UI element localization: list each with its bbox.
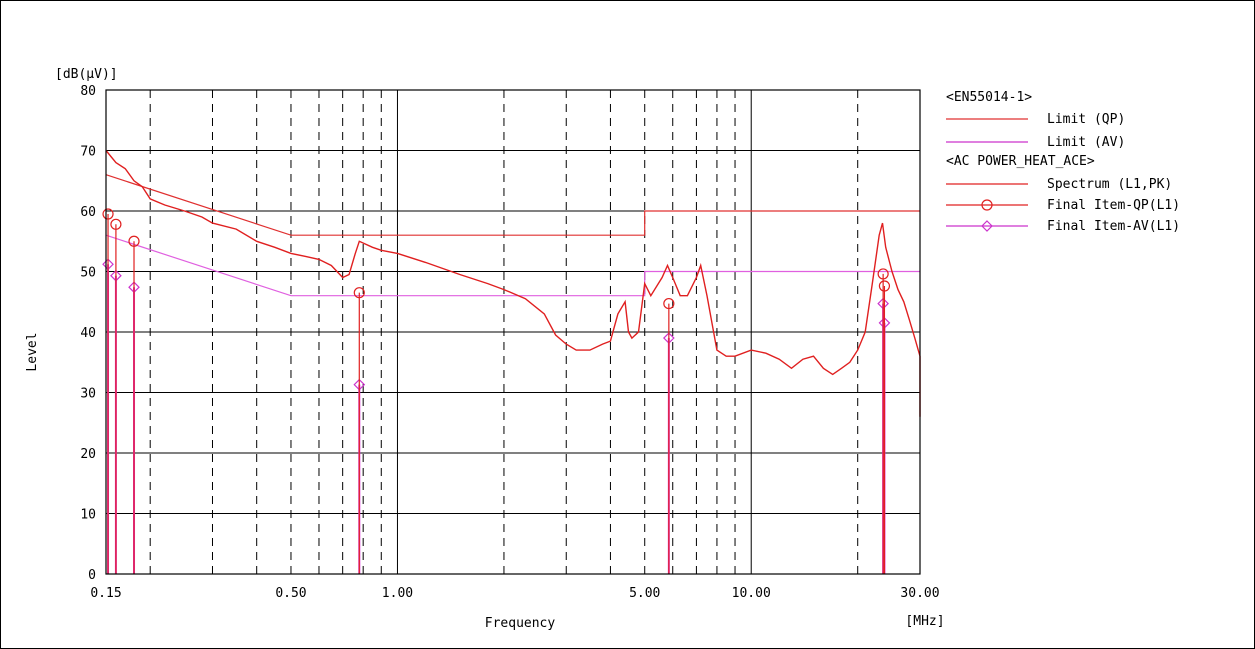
y-tick-label: 60 xyxy=(80,205,96,220)
y-tick-label: 20 xyxy=(80,447,96,462)
x-tick-label: 30.00 xyxy=(900,586,939,601)
x-axis-label: Frequency xyxy=(485,616,556,631)
legend-entry-label: Final Item-QP(L1) xyxy=(1047,198,1180,213)
y-tick-label: 10 xyxy=(80,508,96,523)
legend-entry-label: Final Item-AV(L1) xyxy=(1047,219,1180,234)
final-items-layer xyxy=(102,208,891,574)
axis-labels: 0 10 20 30 40 50 60 70 80 0.15 0.50 1.00 5.00 10.00 30… xyxy=(80,84,939,601)
final-qp-point xyxy=(353,287,365,299)
y-axis-unit: [dB(µV)] xyxy=(55,67,118,82)
limit-av-line xyxy=(105,234,920,297)
plot-border xyxy=(105,89,921,575)
x-tick-label: 10.00 xyxy=(732,586,771,601)
y-tick-label: 40 xyxy=(80,326,96,341)
legend-group-title: <EN55014-1> xyxy=(946,90,1032,105)
y-tick-label: 50 xyxy=(80,266,96,281)
legend-group-title: <AC POWER_HEAT_ACE> xyxy=(946,154,1095,169)
limit-qp-line xyxy=(105,174,920,236)
y-tick-label: 30 xyxy=(80,387,96,402)
series-layer xyxy=(105,150,921,417)
legend-marker-diamond xyxy=(981,220,993,232)
x-tick-label: 1.00 xyxy=(382,586,413,601)
final-qp-point xyxy=(128,235,140,247)
final-qp-point xyxy=(102,208,114,220)
final-qp-point xyxy=(663,297,675,310)
x-axis-unit: [MHz] xyxy=(905,614,944,629)
legend-entry-label: Limit (AV) xyxy=(1047,135,1125,150)
legend-entry-label: Limit (QP) xyxy=(1047,112,1125,127)
final-qp-point xyxy=(877,268,889,280)
x-tick-label: 5.00 xyxy=(629,586,660,601)
grid xyxy=(106,90,920,574)
y-axis-label: Level xyxy=(25,332,40,371)
y-tick-label: 0 xyxy=(88,568,96,583)
y-tick-label: 80 xyxy=(80,84,96,99)
x-tick-label: 0.15 xyxy=(90,586,121,601)
legend-marker-circle xyxy=(981,199,993,211)
legend: <EN55014-1> <AC POWER_HEAT_ACE> Limit (QP)… xyxy=(946,90,1180,234)
legend-entry-label: Spectrum (L1,PK) xyxy=(1047,177,1172,192)
spectrum-line xyxy=(105,150,921,417)
y-tick-label: 70 xyxy=(80,145,96,160)
final-qp-point xyxy=(878,280,891,292)
final-qp-point xyxy=(110,218,122,230)
x-tick-label: 0.50 xyxy=(275,586,306,601)
